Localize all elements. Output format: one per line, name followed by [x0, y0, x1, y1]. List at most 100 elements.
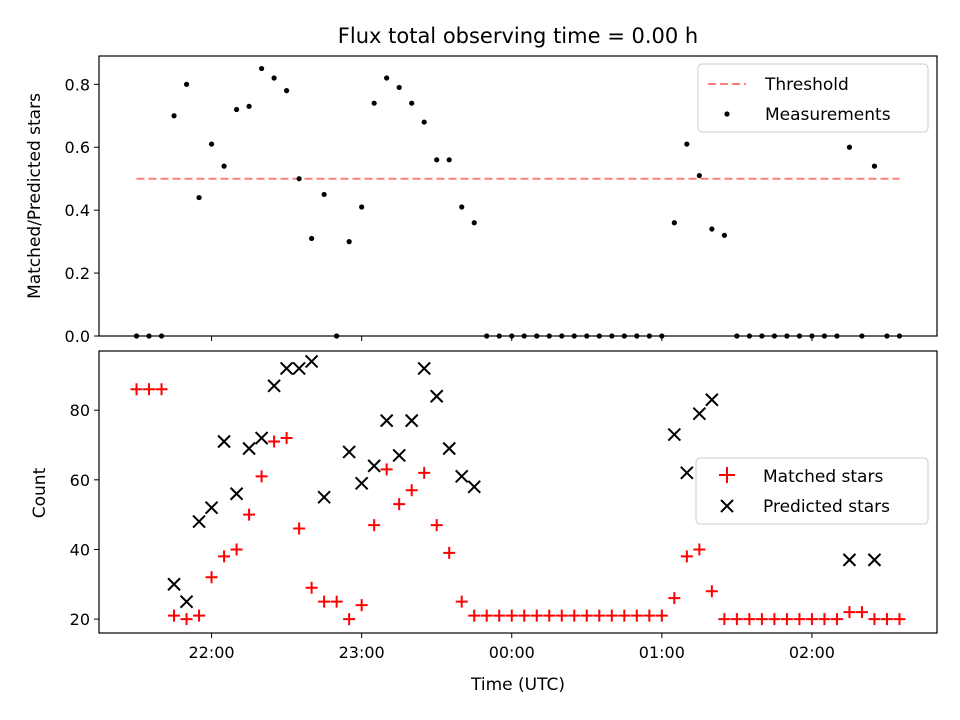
matched-star-marker	[868, 613, 881, 626]
bottom-y-axis-label: Count	[30, 467, 50, 518]
matched-star-marker	[805, 613, 818, 626]
matched-star-marker	[480, 609, 493, 622]
measurement-point	[471, 220, 477, 226]
top-marks-layer: 0.0 0.2 0.4 0.6 0.8	[65, 65, 903, 346]
bottom-axes-frame	[98, 350, 938, 634]
legend-threshold-label: Threshold	[764, 75, 849, 95]
legend-predicted-label: Predicted stars	[763, 497, 890, 517]
top-y-tick-label: 0.0	[65, 327, 90, 346]
bottom-x-tick-label: 23:00	[339, 643, 385, 662]
top-axes-frame	[98, 55, 938, 337]
bottom-x-tick-label: 00:00	[489, 643, 535, 662]
predicted-star-marker	[442, 441, 456, 456]
matched-star-marker	[880, 613, 893, 626]
matched-star-marker	[818, 613, 831, 626]
matched-star-marker	[368, 519, 381, 532]
measurement-point	[208, 141, 215, 147]
top-legend-box	[697, 63, 929, 133]
matched-star-marker	[355, 599, 368, 612]
predicted-star-marker	[455, 469, 469, 484]
legend-matched-swatch	[719, 467, 735, 483]
measurement-point	[171, 113, 177, 119]
matched-star-marker	[618, 609, 631, 622]
matched-star-marker	[793, 613, 806, 626]
matched-star-marker	[643, 609, 656, 622]
measurement-point	[371, 100, 377, 106]
predicted-star-marker	[267, 379, 281, 393]
matched-star-marker	[768, 613, 781, 626]
matched-star-marker	[418, 466, 431, 479]
matched-star-marker	[205, 571, 218, 584]
measurement-point	[671, 220, 677, 226]
predicted-star-marker	[317, 490, 331, 504]
matched-star-marker	[430, 519, 443, 532]
bottom-legend: Matched stars Predicted stars	[695, 457, 929, 525]
top-y-tick-label: 0.8	[65, 75, 90, 94]
measurement-point	[459, 204, 465, 210]
predicted-star-marker	[254, 431, 269, 445]
predicted-star-marker	[404, 413, 419, 428]
measurement-point	[396, 84, 402, 91]
measurement-point	[196, 194, 202, 201]
legend-measurements-label: Measurements	[765, 105, 891, 125]
matched-star-marker	[255, 470, 268, 483]
predicted-star-marker	[467, 480, 481, 494]
predicted-star-marker	[705, 393, 719, 407]
matched-star-marker	[343, 613, 356, 626]
matched-star-marker	[455, 595, 468, 608]
matched-star-marker	[830, 613, 843, 626]
top-y-axis-label: Matched/Predicted stars	[25, 93, 45, 299]
matched-star-marker	[218, 550, 231, 563]
matched-star-marker	[443, 546, 456, 559]
predicted-star-marker	[204, 500, 219, 515]
bottom-marks-layer: 20 40 60 80 22:00 23:00 00:00 01:00 02:00	[70, 354, 906, 662]
predicted-star-marker	[342, 445, 356, 459]
matched-star-marker	[630, 609, 643, 622]
matched-star-marker	[755, 613, 768, 626]
matched-star-marker	[580, 609, 593, 622]
legend-matched-label: Matched stars	[763, 467, 883, 487]
predicted-star-marker	[217, 434, 231, 449]
measurement-point	[346, 239, 352, 245]
matched-star-marker	[243, 508, 256, 521]
matched-star-marker	[468, 609, 481, 622]
predicted-star-marker	[692, 406, 707, 421]
matched-star-marker	[180, 613, 193, 626]
matched-star-marker	[718, 613, 731, 626]
measurement-point	[309, 235, 315, 242]
predicted-star-marker	[292, 361, 306, 376]
measurement-point	[409, 100, 415, 106]
matched-star-marker	[393, 498, 406, 511]
predicted-star-marker	[192, 514, 206, 529]
matched-star-marker	[855, 606, 868, 619]
predicted-star-marker	[229, 487, 244, 501]
measurement-point	[359, 204, 365, 210]
matched-star-marker	[730, 613, 743, 626]
matched-star-marker	[555, 609, 568, 622]
matched-star-marker	[780, 613, 793, 626]
predicted-star-marker	[242, 441, 256, 456]
matched-star-marker	[268, 435, 281, 448]
bottom-y-tick-label: 60	[70, 471, 90, 490]
matched-star-marker	[155, 383, 168, 396]
measurement-point	[871, 163, 878, 169]
matched-star-marker	[380, 463, 393, 476]
matched-star-marker	[893, 613, 906, 626]
matched-star-marker	[593, 609, 606, 622]
bottom-x-tick-label: 02:00	[789, 643, 835, 662]
legend-measurements-swatch	[724, 111, 730, 117]
bottom-x-tick-label: 22:00	[189, 643, 235, 662]
top-panel: 0.00.20.40.60.8 Matched/Predicted stars …	[25, 55, 938, 346]
matched-star-marker	[293, 522, 306, 535]
predicted-star-marker	[867, 553, 882, 567]
predicted-star-marker	[429, 389, 444, 403]
matched-star-marker	[143, 383, 156, 396]
predicted-star-marker	[367, 459, 381, 473]
measurement-point	[721, 232, 727, 238]
measurement-point	[384, 75, 390, 81]
bottom-y-tick-label: 80	[70, 401, 90, 420]
bottom-x-axis-label: Time (UTC)	[470, 675, 565, 695]
matched-star-marker	[493, 609, 506, 622]
